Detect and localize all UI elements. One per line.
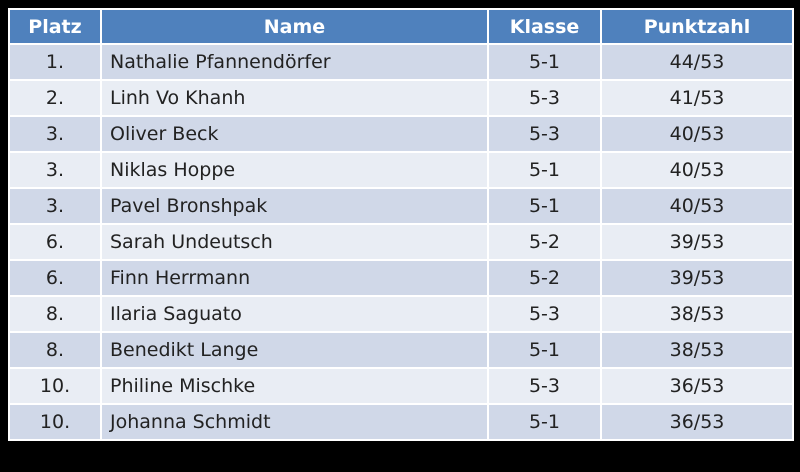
table-cell: 8. <box>8 295 102 333</box>
table-cell: 6. <box>8 223 102 261</box>
table-cell: 5-3 <box>487 367 602 405</box>
table-cell: 2. <box>8 79 102 117</box>
table-cell: Philine Mischke <box>100 367 489 405</box>
table-cell: Ilaria Saguato <box>100 295 489 333</box>
header-cell: Platz <box>8 8 102 45</box>
table-cell: Nathalie Pfannendörfer <box>100 43 489 81</box>
header-row: Platz Name Klasse Punktzahl <box>8 8 794 45</box>
table-row: 3. Oliver Beck 5-3 40/53 <box>8 115 794 153</box>
table-body: 1. Nathalie Pfannendörfer 5-1 44/53 2. Linh V… <box>8 43 794 441</box>
table-cell: 1. <box>8 43 102 81</box>
table-cell: 5-1 <box>487 43 602 81</box>
table-cell: 5-2 <box>487 223 602 261</box>
table-cell: 5-1 <box>487 331 602 369</box>
table-cell: 8. <box>8 331 102 369</box>
table-cell: 38/53 <box>600 295 794 333</box>
table-row: 8. Benedikt Lange 5-1 38/53 <box>8 331 794 369</box>
table-cell: 40/53 <box>600 115 794 153</box>
header-cell: Punktzahl <box>600 8 794 45</box>
table-cell: 3. <box>8 187 102 225</box>
table-cell: 36/53 <box>600 367 794 405</box>
table-cell: 40/53 <box>600 187 794 225</box>
table-cell: 40/53 <box>600 151 794 189</box>
table-cell: 5-1 <box>487 187 602 225</box>
table-row: 10. Philine Mischke 5-3 36/53 <box>8 367 794 405</box>
table-cell: 5-3 <box>487 79 602 117</box>
table-cell: Sarah Undeutsch <box>100 223 489 261</box>
table-cell: 39/53 <box>600 223 794 261</box>
table-row: 6. Finn Herrmann 5-2 39/53 <box>8 259 794 297</box>
table-row: 3. Pavel Bronshpak 5-1 40/53 <box>8 187 794 225</box>
table-cell: 10. <box>8 403 102 441</box>
table-row: 6. Sarah Undeutsch 5-2 39/53 <box>8 223 794 261</box>
table-cell: 6. <box>8 259 102 297</box>
table-cell: 5-3 <box>487 295 602 333</box>
table-row: 1. Nathalie Pfannendörfer 5-1 44/53 <box>8 43 794 81</box>
table-cell: Benedikt Lange <box>100 331 489 369</box>
table-row: 10. Johanna Schmidt 5-1 36/53 <box>8 403 794 441</box>
table-cell: Johanna Schmidt <box>100 403 489 441</box>
table-cell: 5-1 <box>487 151 602 189</box>
table-cell: 41/53 <box>600 79 794 117</box>
table-cell: 3. <box>8 115 102 153</box>
header-cell: Name <box>100 8 489 45</box>
table-cell: 3. <box>8 151 102 189</box>
table-cell: 39/53 <box>600 259 794 297</box>
table-row: 8. Ilaria Saguato 5-3 38/53 <box>8 295 794 333</box>
table-cell: 5-3 <box>487 115 602 153</box>
table-cell: 10. <box>8 367 102 405</box>
table-cell: Oliver Beck <box>100 115 489 153</box>
header-cell: Klasse <box>487 8 602 45</box>
table-cell: Niklas Hoppe <box>100 151 489 189</box>
table-row: 2. Linh Vo Khanh 5-3 41/53 <box>8 79 794 117</box>
table-cell: 36/53 <box>600 403 794 441</box>
table-cell: 38/53 <box>600 331 794 369</box>
table-cell: 5-1 <box>487 403 602 441</box>
table-cell: 44/53 <box>600 43 794 81</box>
table-cell: Finn Herrmann <box>100 259 489 297</box>
table-cell: 5-2 <box>487 259 602 297</box>
table-cell: Pavel Bronshpak <box>100 187 489 225</box>
ranking-table: Platz Name Klasse Punktzahl 1. Nathalie Pfan… <box>8 8 794 441</box>
table-cell: Linh Vo Khanh <box>100 79 489 117</box>
table-row: 3. Niklas Hoppe 5-1 40/53 <box>8 151 794 189</box>
